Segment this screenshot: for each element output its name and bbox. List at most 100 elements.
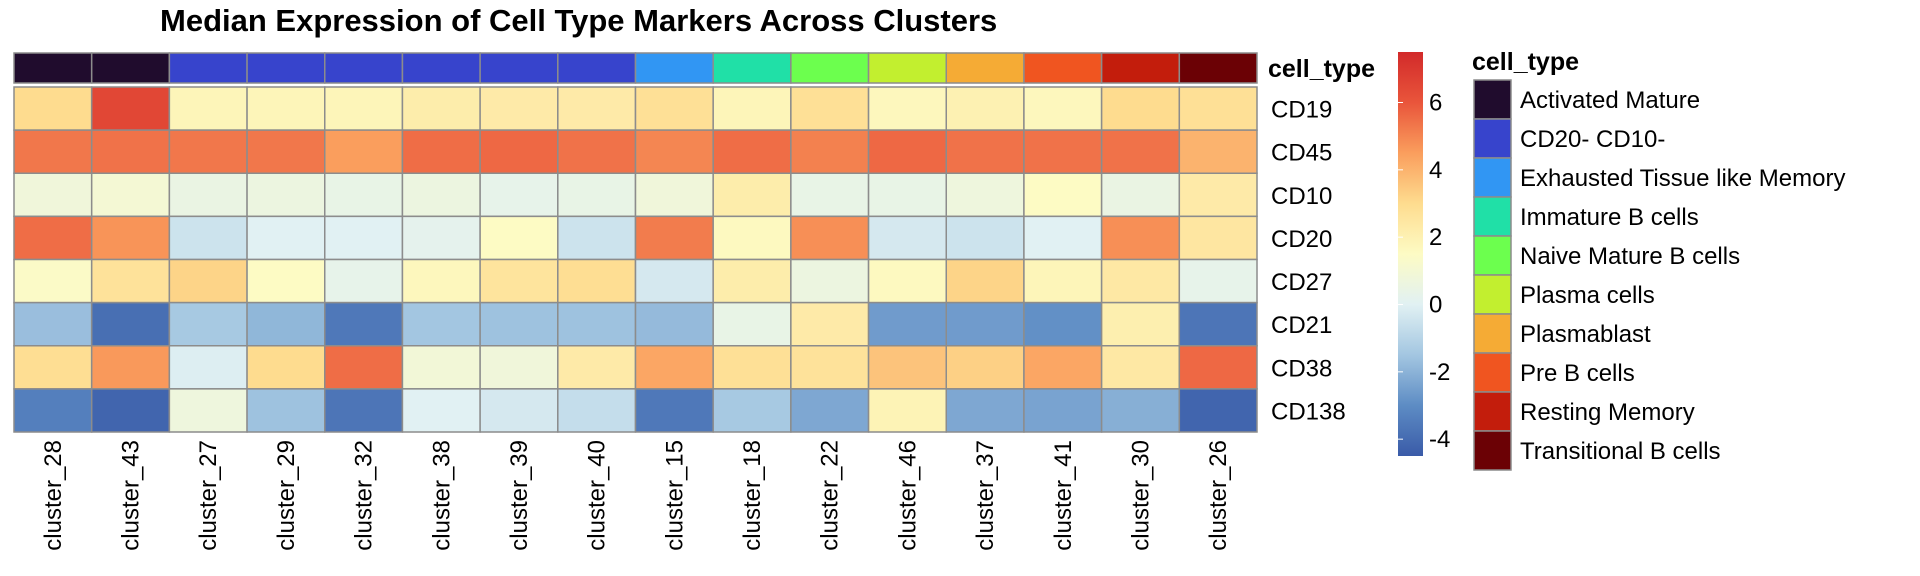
cell-cd21-cluster-29	[246, 301, 326, 347]
cell-cd138-cluster-41	[1023, 388, 1103, 433]
cell-cd38-cluster-32	[324, 345, 404, 390]
column-label-cluster-22: cluster_22	[817, 440, 844, 551]
legend-swatch-pre-b-cells	[1473, 352, 1512, 393]
colorbar-tick-label: -4	[1429, 426, 1450, 453]
colorbar-tick-label: 0	[1429, 292, 1442, 319]
legend-swatch-activated-mature	[1473, 79, 1512, 120]
cell-cd10-cluster-22	[790, 172, 870, 218]
legend-label-resting-memory: Resting Memory	[1520, 399, 1695, 426]
annotation-cell-cluster-15	[634, 52, 714, 84]
column-label-cluster-28: cluster_28	[40, 440, 67, 551]
cell-cd45-cluster-41	[1023, 129, 1103, 174]
legend-label-plasma-cells: Plasma cells	[1520, 282, 1655, 309]
cell-cd138-cluster-15	[634, 388, 714, 433]
cell-cd45-cluster-43	[90, 129, 171, 174]
annotation-cell-cluster-46	[867, 52, 947, 84]
legend-label-plasmablast: Plasmablast	[1520, 321, 1651, 348]
cell-cd20-cluster-46	[867, 215, 947, 261]
cell-cd45-cluster-29	[246, 129, 326, 174]
cell-cd19-cluster-18	[712, 86, 792, 131]
legend-swatch-plasmablast	[1473, 313, 1512, 354]
cell-cd20-cluster-40	[557, 215, 637, 261]
cell-cd138-cluster-28	[13, 388, 93, 433]
cell-cd27-cluster-41	[1023, 258, 1103, 304]
cell-cd21-cluster-32	[324, 301, 404, 347]
legend-label-transitional-b-cells: Transitional B cells	[1520, 438, 1721, 465]
column-label-cluster-30: cluster_30	[1127, 440, 1154, 551]
cell-cd38-cluster-30	[1100, 345, 1181, 390]
annotation-cell-cluster-30	[1100, 52, 1181, 84]
row-label-cd19: CD19	[1271, 97, 1332, 124]
column-label-cluster-46: cluster_46	[894, 440, 921, 551]
annotation-cell-cluster-29	[246, 52, 326, 84]
column-labels: cluster_28 cluster_43 cluster_27 cluster_29…	[40, 440, 1232, 551]
cell-cd19-cluster-27	[168, 86, 248, 131]
column-label-cluster-41: cluster_41	[1050, 440, 1077, 551]
cell-cd19-cluster-43	[90, 86, 171, 131]
legend-label-pre-b-cells: Pre B cells	[1520, 360, 1635, 387]
legend-label-exhausted-tissue-like-memory: Exhausted Tissue like Memory	[1520, 165, 1845, 192]
cell-cd10-cluster-46	[867, 172, 947, 218]
cell-cd27-cluster-32	[324, 258, 404, 304]
cell-cd138-cluster-26	[1178, 388, 1258, 433]
cell-cd19-cluster-41	[1023, 86, 1103, 131]
cell-cd138-cluster-32	[324, 388, 404, 433]
cell-cd20-cluster-29	[246, 215, 326, 261]
legend-swatch-naive-mature-b-cells	[1473, 235, 1512, 276]
cell-cd20-cluster-22	[790, 215, 870, 261]
cell-cd27-cluster-26	[1178, 258, 1258, 304]
cell-cd20-cluster-18	[712, 215, 792, 261]
legend-swatch-immature-b-cells	[1473, 196, 1512, 237]
cell-cd20-cluster-30	[1100, 215, 1181, 261]
row-label-cd138: CD138	[1271, 398, 1346, 425]
cell-cd19-cluster-29	[246, 86, 326, 131]
cell-cd38-cluster-26	[1178, 345, 1258, 390]
cell-cd138-cluster-27	[168, 388, 248, 433]
cell-cd19-cluster-22	[790, 86, 870, 131]
legend-label-naive-mature-b-cells: Naive Mature B cells	[1520, 243, 1740, 270]
cell-cd138-cluster-22	[790, 388, 870, 433]
cell-cd21-cluster-38	[401, 301, 481, 347]
cell-cd38-cluster-29	[246, 345, 326, 390]
column-label-cluster-18: cluster_18	[739, 440, 766, 551]
cell-cd10-cluster-18	[712, 172, 792, 218]
cell-cd20-cluster-26	[1178, 215, 1258, 261]
colorbar-tick-label: 4	[1429, 157, 1442, 184]
legend-swatch-transitional-b-cells	[1473, 430, 1512, 471]
cell-cd20-cluster-38	[401, 215, 481, 261]
cell-cd21-cluster-18	[712, 301, 792, 347]
cell-cd19-cluster-15	[634, 86, 714, 131]
row-label-cd20: CD20	[1271, 226, 1332, 253]
row-labels: CD19 CD45 CD10 CD20 CD27 CD21 CD38 CD138	[1271, 97, 1346, 426]
cell-cd27-cluster-30	[1100, 258, 1181, 304]
cell-cd10-cluster-32	[324, 172, 404, 218]
column-label-cluster-29: cluster_29	[273, 440, 300, 551]
cell-cd45-cluster-22	[790, 129, 870, 174]
cell-cd19-cluster-26	[1178, 86, 1258, 131]
cell-cd27-cluster-43	[90, 258, 171, 304]
cell-cd21-cluster-30	[1100, 301, 1181, 347]
column-label-cluster-32: cluster_32	[351, 440, 378, 551]
cell-cd10-cluster-29	[246, 172, 326, 218]
cell-cd10-cluster-39	[479, 172, 559, 218]
cell-cd45-cluster-27	[168, 129, 248, 174]
legend-swatch-resting-memory	[1473, 391, 1512, 432]
cell-cd138-cluster-46	[867, 388, 947, 433]
cell-cd21-cluster-15	[634, 301, 714, 347]
cell-cd38-cluster-39	[479, 345, 559, 390]
colorbar	[1398, 52, 1423, 456]
cell-cd10-cluster-30	[1100, 172, 1181, 218]
cell-cd20-cluster-32	[324, 215, 404, 261]
column-label-cluster-27: cluster_27	[195, 440, 222, 551]
annotation-cell-cluster-27	[168, 52, 248, 84]
column-label-cluster-39: cluster_39	[506, 440, 533, 551]
cell-cd27-cluster-40	[557, 258, 637, 304]
cell-cd21-cluster-43	[90, 301, 171, 347]
cell-cd138-cluster-37	[945, 388, 1025, 433]
cell-cd38-cluster-28	[13, 345, 93, 390]
cell-cd10-cluster-43	[90, 172, 171, 218]
cell-cd20-cluster-15	[634, 215, 714, 261]
cell-cd38-cluster-38	[401, 345, 481, 390]
colorbar-ticks: 6 4 2 0 -2 -4	[1398, 90, 1450, 453]
